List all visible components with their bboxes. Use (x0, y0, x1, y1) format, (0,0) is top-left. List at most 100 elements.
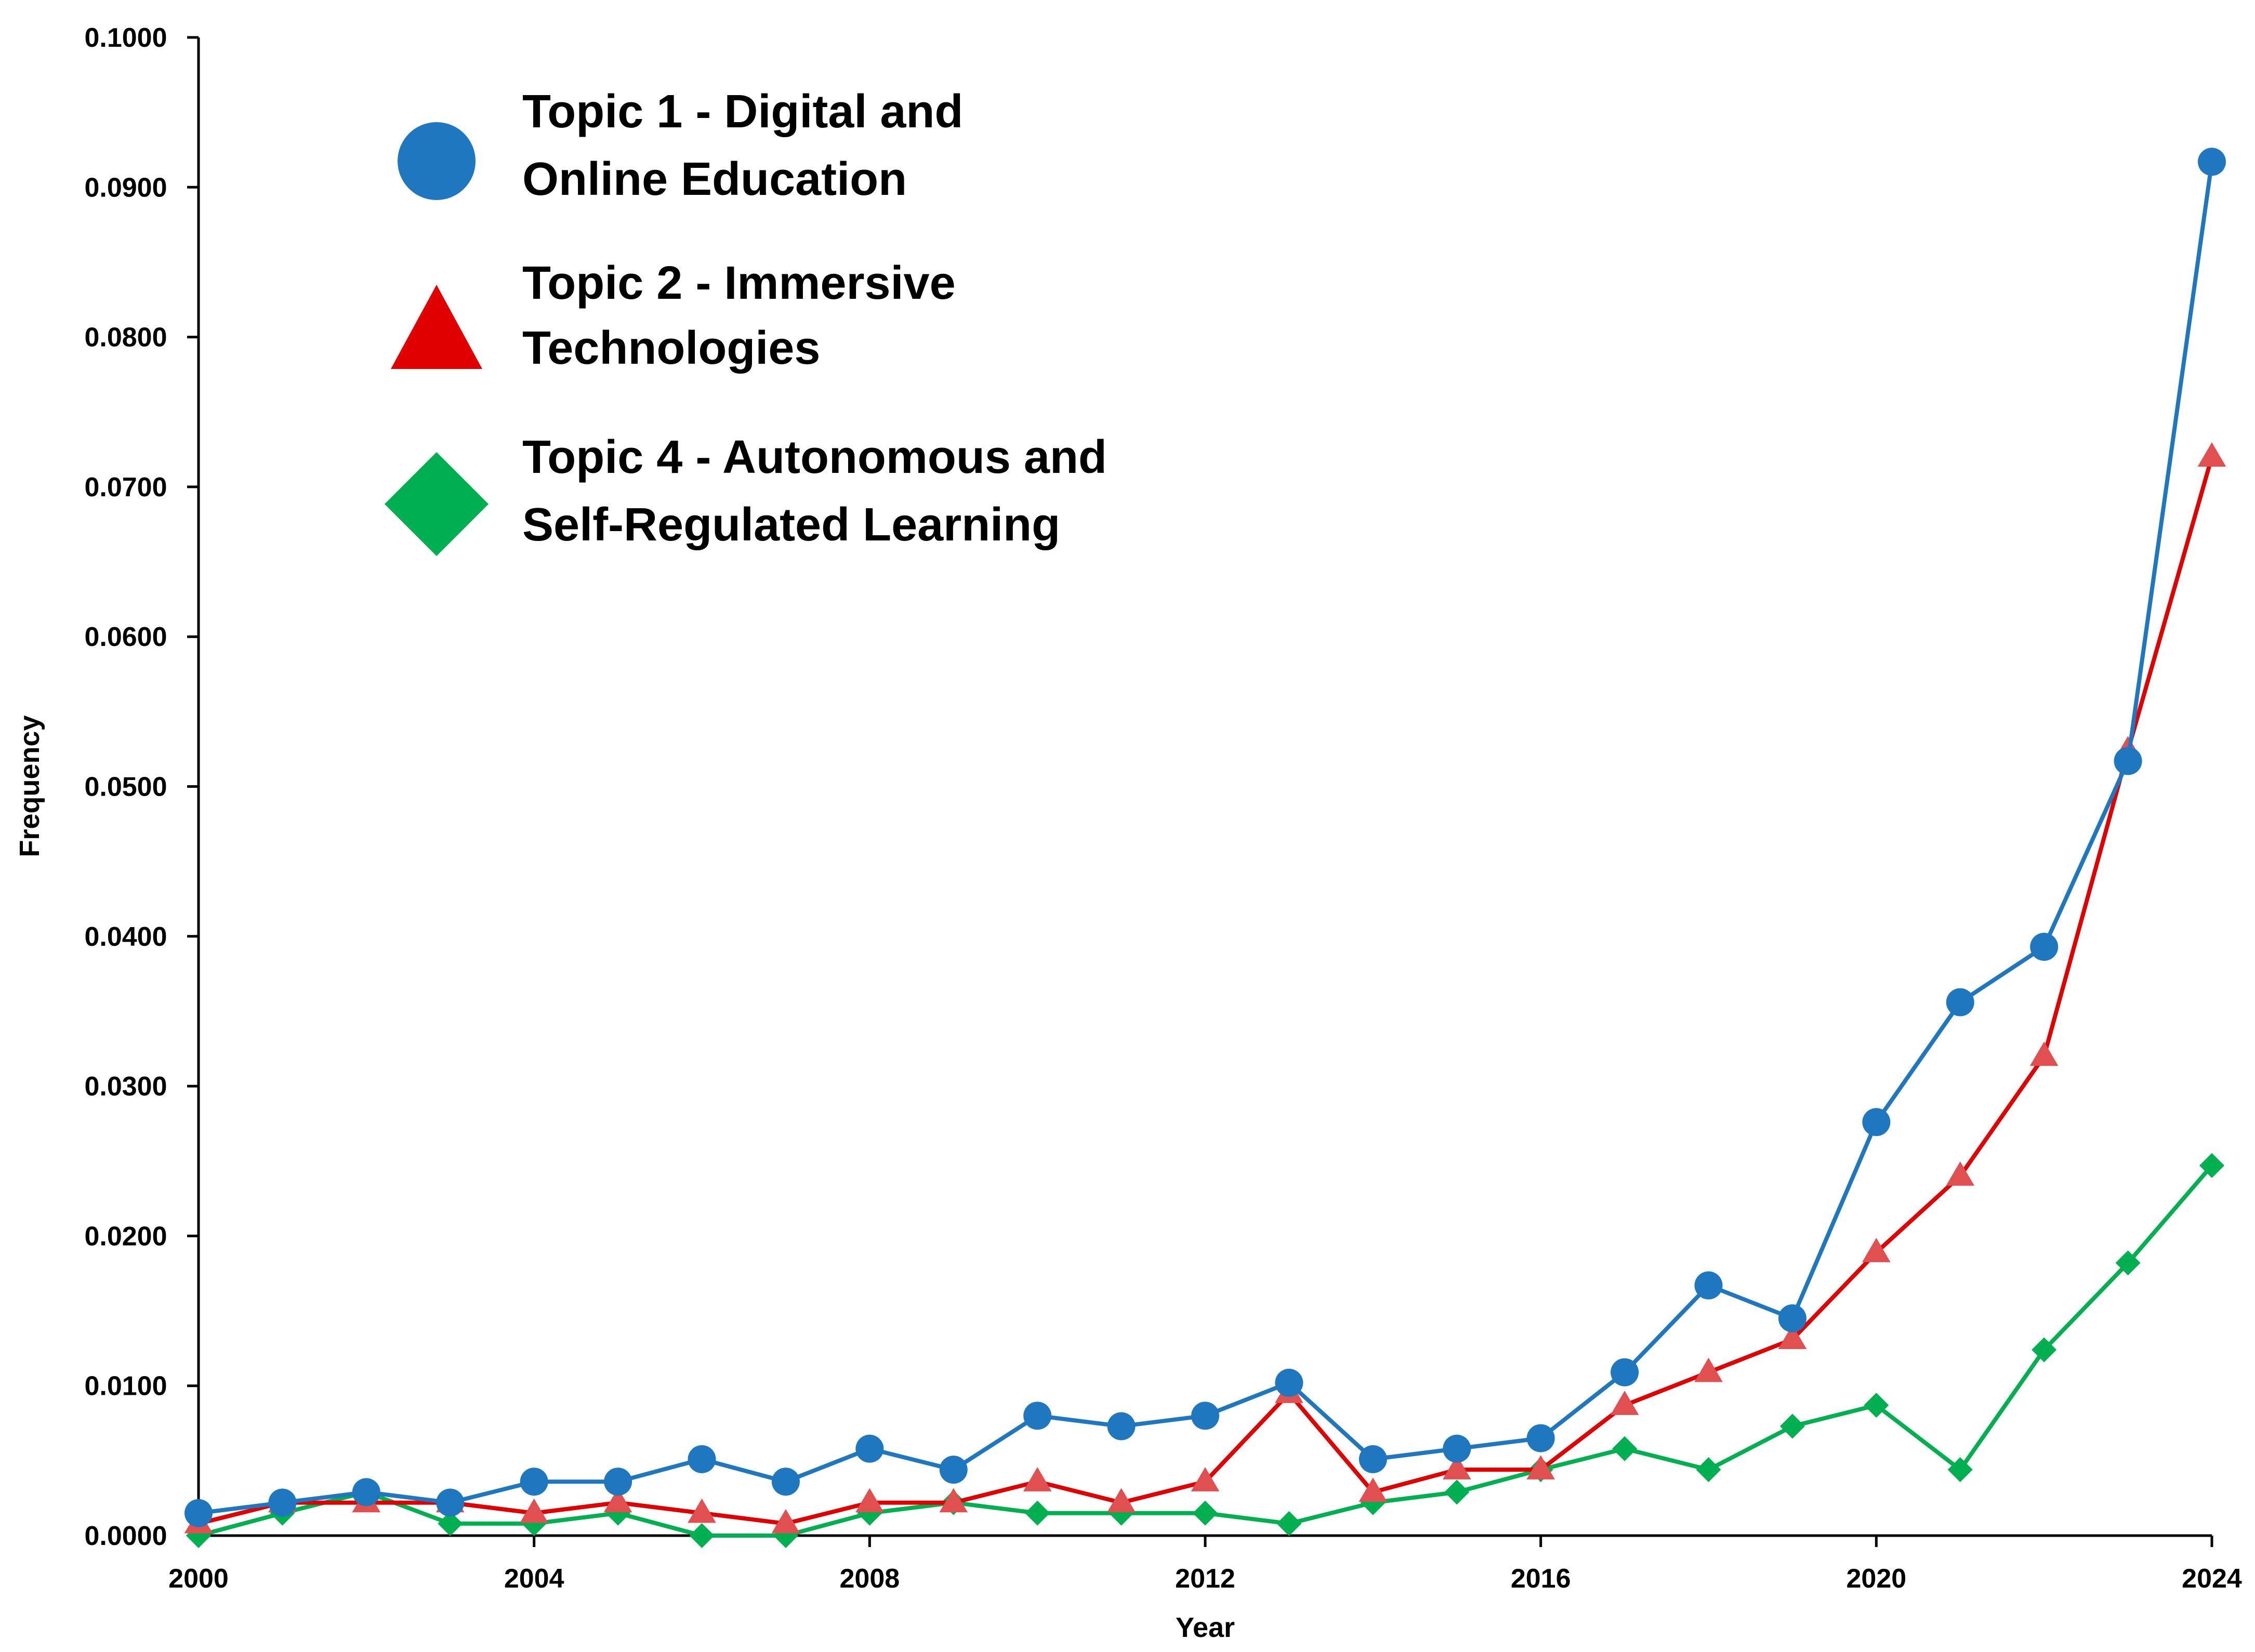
data-point-triangle (1610, 1391, 1639, 1415)
data-point-diamond (1276, 1511, 1302, 1536)
data-point-diamond (2199, 1153, 2224, 1178)
data-point-triangle (1359, 1477, 1388, 1502)
y-tick-label: 0.0200 (84, 1221, 167, 1251)
y-tick-label: 0.0800 (84, 323, 167, 353)
y-axis-label: Frequency (14, 715, 45, 857)
data-point-circle (352, 1478, 380, 1506)
data-point-diamond (689, 1523, 715, 1548)
series-layer (184, 148, 2226, 1548)
data-point-circle (2198, 148, 2226, 176)
legend-label: Topic 1 - Digital and (522, 86, 963, 138)
data-point-circle (1107, 1412, 1136, 1440)
data-point-circle (1946, 988, 1974, 1016)
data-point-circle (1611, 1358, 1639, 1386)
data-point-circle (939, 1456, 968, 1484)
data-point-triangle (688, 1498, 716, 1523)
x-tick-label: 2020 (1846, 1564, 1906, 1594)
data-point-triangle (1442, 1455, 1471, 1479)
legend-triangle-icon (391, 285, 482, 369)
x-tick-label: 2024 (2182, 1564, 2242, 1594)
data-point-circle (1862, 1108, 1891, 1136)
data-point-circle (604, 1468, 632, 1496)
data-point-circle (1778, 1304, 1806, 1332)
legend-entry: Topic 4 - Autonomous and Self-Regulated L… (385, 431, 1107, 556)
data-point-triangle (1694, 1357, 1723, 1382)
data-point-circle (1191, 1402, 1219, 1430)
data-point-triangle (1526, 1455, 1555, 1479)
data-point-diamond (1779, 1413, 1805, 1439)
data-point-triangle (1107, 1488, 1136, 1513)
data-point-circle (1443, 1434, 1471, 1463)
y-tick-label: 0.0400 (84, 922, 167, 952)
data-point-diamond (1612, 1436, 1638, 1461)
axes (197, 37, 2212, 1537)
data-point-triangle (771, 1509, 800, 1534)
data-point-circle (1275, 1368, 1303, 1397)
y-tick-label: 0.0000 (84, 1521, 167, 1551)
series-line (198, 161, 2214, 1515)
legend-entry: Topic 1 - Digital and Online Education (398, 86, 963, 205)
data-point-diamond (2032, 1337, 2057, 1363)
data-point-circle (184, 1499, 213, 1527)
x-tick-label: 2008 (839, 1564, 900, 1594)
x-tick-label: 2016 (1511, 1564, 1571, 1594)
data-point-circle (268, 1488, 297, 1517)
data-point-circle (688, 1445, 716, 1473)
data-point-circle (520, 1468, 548, 1496)
x-axis-label: Year (1176, 1612, 1235, 1643)
x-tick-label: 2000 (168, 1564, 229, 1594)
data-point-diamond (2115, 1250, 2141, 1276)
data-point-circle (1526, 1424, 1555, 1452)
data-point-triangle (1946, 1161, 1975, 1186)
data-point-circle (771, 1468, 800, 1496)
x-tick-label: 2004 (504, 1564, 564, 1594)
data-point-diamond (1025, 1500, 1050, 1526)
data-point-diamond (1696, 1457, 1721, 1483)
data-point-triangle (1862, 1238, 1891, 1262)
data-point-circle (855, 1434, 884, 1463)
data-point-circle (1694, 1271, 1723, 1300)
legend-label: Online Education (522, 153, 907, 205)
data-point-diamond (1947, 1457, 1973, 1483)
data-point-circle (2114, 747, 2142, 775)
y-tick-label: 0.0300 (84, 1072, 167, 1102)
data-point-diamond (438, 1511, 463, 1536)
data-point-triangle (939, 1488, 968, 1513)
legend-label: Self-Regulated Learning (522, 499, 1060, 551)
data-point-circle (1359, 1445, 1387, 1473)
data-point-circle (1023, 1402, 1052, 1430)
y-tick-label: 0.0500 (84, 772, 167, 802)
data-point-circle (2030, 932, 2059, 961)
legend-label: Topic 4 - Autonomous and (522, 431, 1107, 483)
legend-label: Topic 2 - Immersive (522, 257, 956, 309)
data-point-triangle (1023, 1467, 1052, 1491)
y-tick-label: 0.0900 (84, 173, 167, 203)
data-point-triangle (520, 1498, 548, 1523)
data-point-triangle (603, 1488, 632, 1513)
data-point-triangle (1191, 1467, 1220, 1491)
data-point-diamond (1193, 1500, 1218, 1526)
data-point-triangle (2029, 1041, 2059, 1066)
legend-circle-icon (398, 122, 476, 200)
data-point-circle (436, 1488, 465, 1517)
series-triangle (184, 442, 2226, 1534)
y-tick-label: 0.0100 (84, 1371, 167, 1402)
data-point-triangle (1778, 1325, 1807, 1350)
legend-label: Technologies (522, 322, 820, 374)
y-tick-label: 0.0600 (84, 622, 167, 652)
data-point-diamond (1444, 1479, 1470, 1505)
series-circle (184, 148, 2226, 1527)
data-point-triangle (2197, 442, 2226, 467)
y-ticks: 0.0000 0.0100 0.0200 0.0300 0.0400 0.0500 0.06… (84, 23, 199, 1551)
data-point-diamond (1864, 1393, 1889, 1418)
y-tick-label: 0.0700 (84, 472, 167, 503)
series-line (198, 456, 2214, 1526)
data-point-triangle (855, 1488, 884, 1513)
x-tick-label: 2012 (1175, 1564, 1235, 1594)
y-tick-label: 0.1000 (84, 23, 167, 53)
legend-diamond-icon (385, 452, 489, 556)
x-ticks: 2000 2004 2008 2012 2016 2020 2024 (168, 1536, 2242, 1594)
legend-entry: Topic 2 - Immersive Technologies (391, 257, 956, 374)
